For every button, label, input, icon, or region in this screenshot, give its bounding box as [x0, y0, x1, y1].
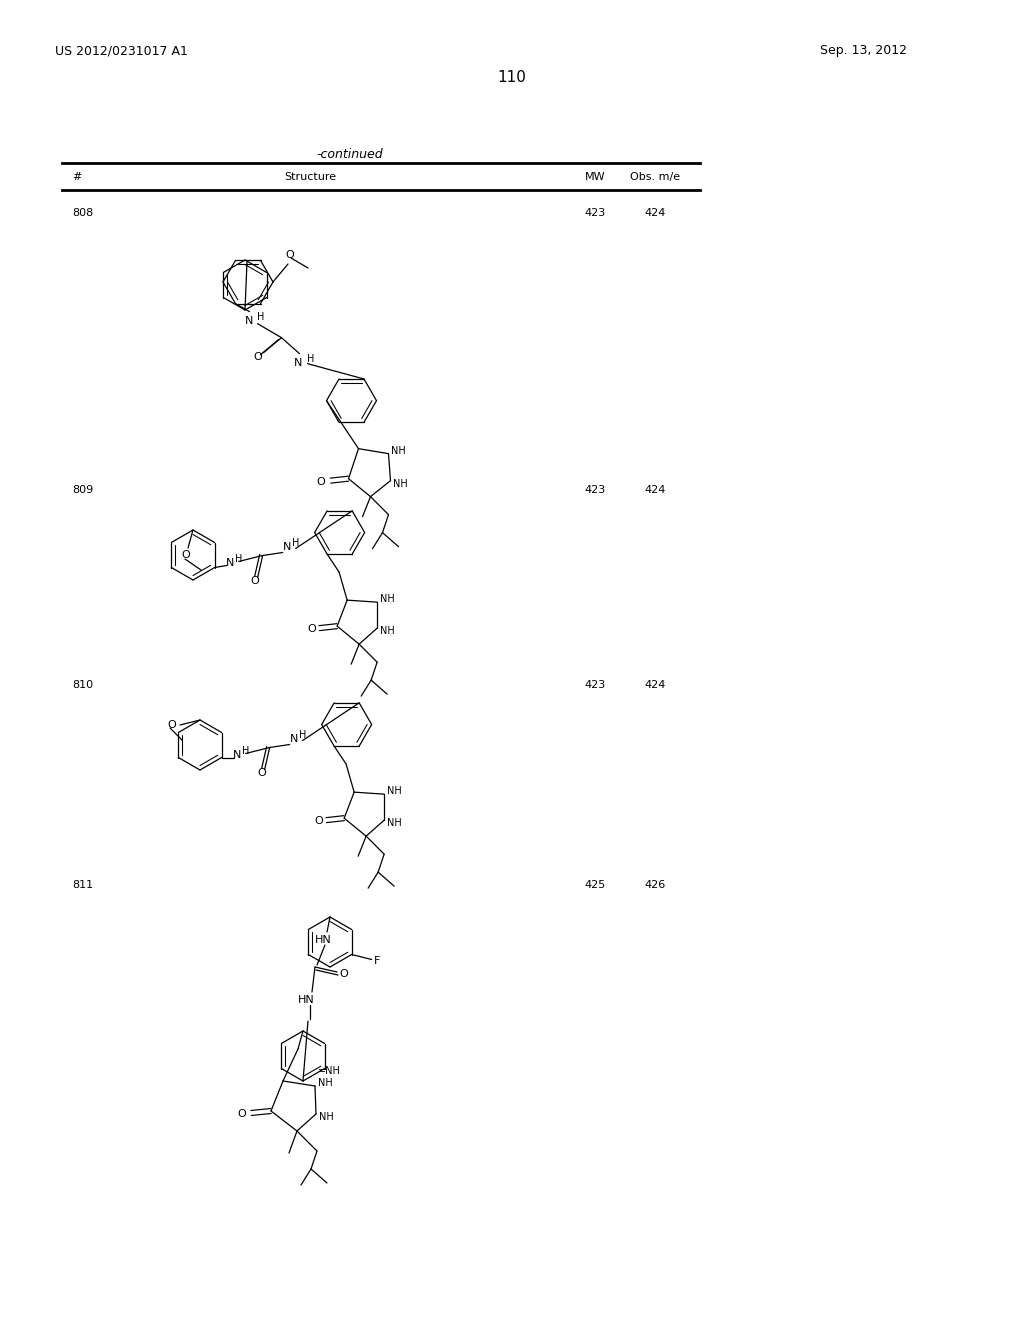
Text: 423: 423 — [585, 209, 605, 218]
Text: H: H — [242, 747, 249, 756]
Text: MW: MW — [585, 172, 605, 182]
Text: N: N — [225, 558, 234, 569]
Text: O: O — [307, 624, 315, 634]
Text: NH: NH — [319, 1111, 334, 1122]
Text: H: H — [257, 312, 265, 322]
Text: Obs. m/e: Obs. m/e — [630, 172, 680, 182]
Text: O: O — [237, 1109, 246, 1119]
Text: O: O — [181, 550, 189, 560]
Text: N: N — [283, 543, 291, 553]
Text: US 2012/0231017 A1: US 2012/0231017 A1 — [55, 44, 187, 57]
Text: O: O — [339, 969, 348, 979]
Text: NH: NH — [391, 446, 407, 455]
Text: O: O — [285, 249, 294, 260]
Text: Sep. 13, 2012: Sep. 13, 2012 — [820, 44, 907, 57]
Text: =NH: =NH — [318, 1067, 341, 1076]
Text: N: N — [294, 358, 303, 368]
Text: 423: 423 — [585, 680, 605, 690]
Text: 810: 810 — [72, 680, 93, 690]
Text: NH: NH — [380, 626, 395, 636]
Text: O: O — [316, 477, 326, 487]
Text: F: F — [374, 956, 380, 965]
Text: O: O — [167, 719, 176, 730]
Text: 808: 808 — [72, 209, 93, 218]
Text: O: O — [251, 576, 259, 586]
Text: -continued: -continued — [316, 148, 383, 161]
Text: NH: NH — [380, 594, 395, 605]
Text: 424: 424 — [644, 484, 666, 495]
Text: N: N — [232, 751, 241, 760]
Text: 809: 809 — [72, 484, 93, 495]
Text: NH: NH — [387, 787, 401, 796]
Text: NH: NH — [393, 479, 409, 488]
Text: HN: HN — [315, 935, 332, 945]
Text: H: H — [292, 539, 299, 549]
Text: N: N — [290, 734, 298, 744]
Text: H: H — [234, 554, 242, 565]
Text: 811: 811 — [72, 880, 93, 890]
Text: NH: NH — [318, 1078, 333, 1088]
Text: 424: 424 — [644, 209, 666, 218]
Text: O: O — [314, 816, 323, 826]
Text: H: H — [299, 730, 306, 741]
Text: NH: NH — [387, 818, 401, 828]
Text: H: H — [307, 354, 314, 363]
Text: 423: 423 — [585, 484, 605, 495]
Text: 425: 425 — [585, 880, 605, 890]
Text: Structure: Structure — [284, 172, 336, 182]
Text: #: # — [72, 172, 81, 182]
Text: 110: 110 — [498, 70, 526, 84]
Text: O: O — [258, 767, 266, 777]
Text: O: O — [254, 351, 262, 362]
Text: 424: 424 — [644, 680, 666, 690]
Text: 426: 426 — [644, 880, 666, 890]
Text: HN: HN — [298, 995, 314, 1005]
Text: N: N — [246, 315, 254, 326]
